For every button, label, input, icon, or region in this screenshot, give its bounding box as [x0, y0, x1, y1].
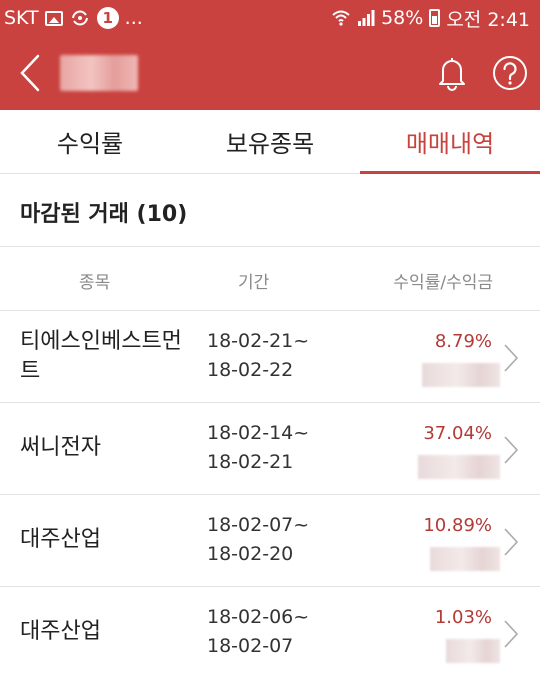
divider	[0, 246, 540, 247]
status-bar: SKT 1 ... 58% 오전 2:41	[0, 0, 540, 36]
tab-trade-history[interactable]: 매매내역	[360, 110, 540, 174]
trade-end-date: 18-02-07	[207, 635, 294, 657]
blurred-profit-amount	[418, 455, 500, 479]
trade-return-rate: 10.89%	[423, 515, 492, 536]
blurred-profit-amount	[446, 639, 500, 663]
notifications-button[interactable]	[432, 53, 472, 93]
trade-end-date: 18-02-21	[207, 451, 294, 473]
battery-icon	[429, 9, 441, 27]
battery-percent: 58%	[381, 7, 424, 29]
trade-return-rate: 37.04%	[423, 423, 492, 444]
trade-stock-name: 티에스인베스트먼트	[20, 329, 182, 384]
column-header-stock: 종목	[79, 273, 111, 293]
trade-end-date: 18-02-20	[207, 543, 294, 565]
wifi-icon	[332, 10, 350, 26]
trade-row[interactable]: 써니전자 18-02-14~ 18-02-21 37.04%	[0, 403, 540, 495]
trade-row[interactable]: 대주산업 18-02-06~ 18-02-07 1.03%	[0, 587, 540, 678]
sync-notification-icon	[71, 10, 88, 26]
clock: 오전 2:41	[446, 8, 530, 31]
chevron-right-icon	[504, 436, 519, 464]
trade-stock-name: 써니전자	[20, 435, 101, 460]
status-left: SKT 1 ...	[4, 7, 143, 29]
trade-period: 18-02-14~ 18-02-21	[207, 419, 309, 477]
app-bar-actions	[432, 36, 530, 110]
column-header-period: 기간	[238, 273, 270, 293]
trade-start-date: 18-02-06~	[207, 606, 310, 628]
more-notifications: ...	[124, 7, 143, 29]
help-button[interactable]	[490, 53, 530, 93]
blurred-profit-amount	[430, 547, 500, 571]
trade-start-date: 18-02-07~	[207, 514, 310, 536]
trade-start-date: 18-02-21~	[207, 330, 310, 352]
carrier-label: SKT	[4, 7, 39, 29]
trade-period: 18-02-21~ 18-02-22	[207, 327, 309, 385]
signal-icon	[358, 10, 375, 26]
bell-icon	[439, 58, 465, 91]
column-header-return: 수익률/수익금	[393, 273, 493, 293]
trade-period: 18-02-06~ 18-02-07	[207, 603, 309, 661]
status-right: 58% 오전 2:41	[331, 5, 530, 32]
chevron-left-icon	[20, 54, 40, 92]
chevron-right-icon	[504, 344, 519, 372]
blurred-profit-amount	[422, 363, 500, 387]
tab-bar: 수익률 보유종목 매매내역	[0, 110, 540, 174]
blurred-app-title	[60, 55, 138, 91]
trade-stock-name: 대주산업	[20, 527, 101, 552]
back-button[interactable]	[0, 36, 60, 110]
help-icon	[493, 56, 527, 90]
chevron-right-icon	[504, 528, 519, 556]
tab-returns[interactable]: 수익률	[56, 130, 124, 158]
trade-return-rate: 8.79%	[434, 331, 492, 352]
trade-row[interactable]: 대주산업 18-02-07~ 18-02-20 10.89%	[0, 495, 540, 587]
divider	[0, 310, 540, 311]
trade-start-date: 18-02-14~	[207, 422, 310, 444]
trade-end-date: 18-02-22	[207, 359, 294, 381]
section-title: 마감된 거래 (10)	[20, 202, 188, 227]
chevron-right-icon	[504, 620, 519, 648]
trade-stock-name: 대주산업	[20, 619, 101, 644]
notification-count-badge: 1	[96, 7, 119, 29]
app-bar	[0, 36, 540, 110]
tab-holdings[interactable]: 보유종목	[225, 130, 315, 158]
trade-return-rate: 1.03%	[434, 607, 492, 628]
trade-period: 18-02-07~ 18-02-20	[207, 511, 309, 569]
gallery-notification-icon	[44, 10, 63, 26]
trade-row[interactable]: 티에스인베스트먼트 18-02-21~ 18-02-22 8.79%	[0, 311, 540, 403]
